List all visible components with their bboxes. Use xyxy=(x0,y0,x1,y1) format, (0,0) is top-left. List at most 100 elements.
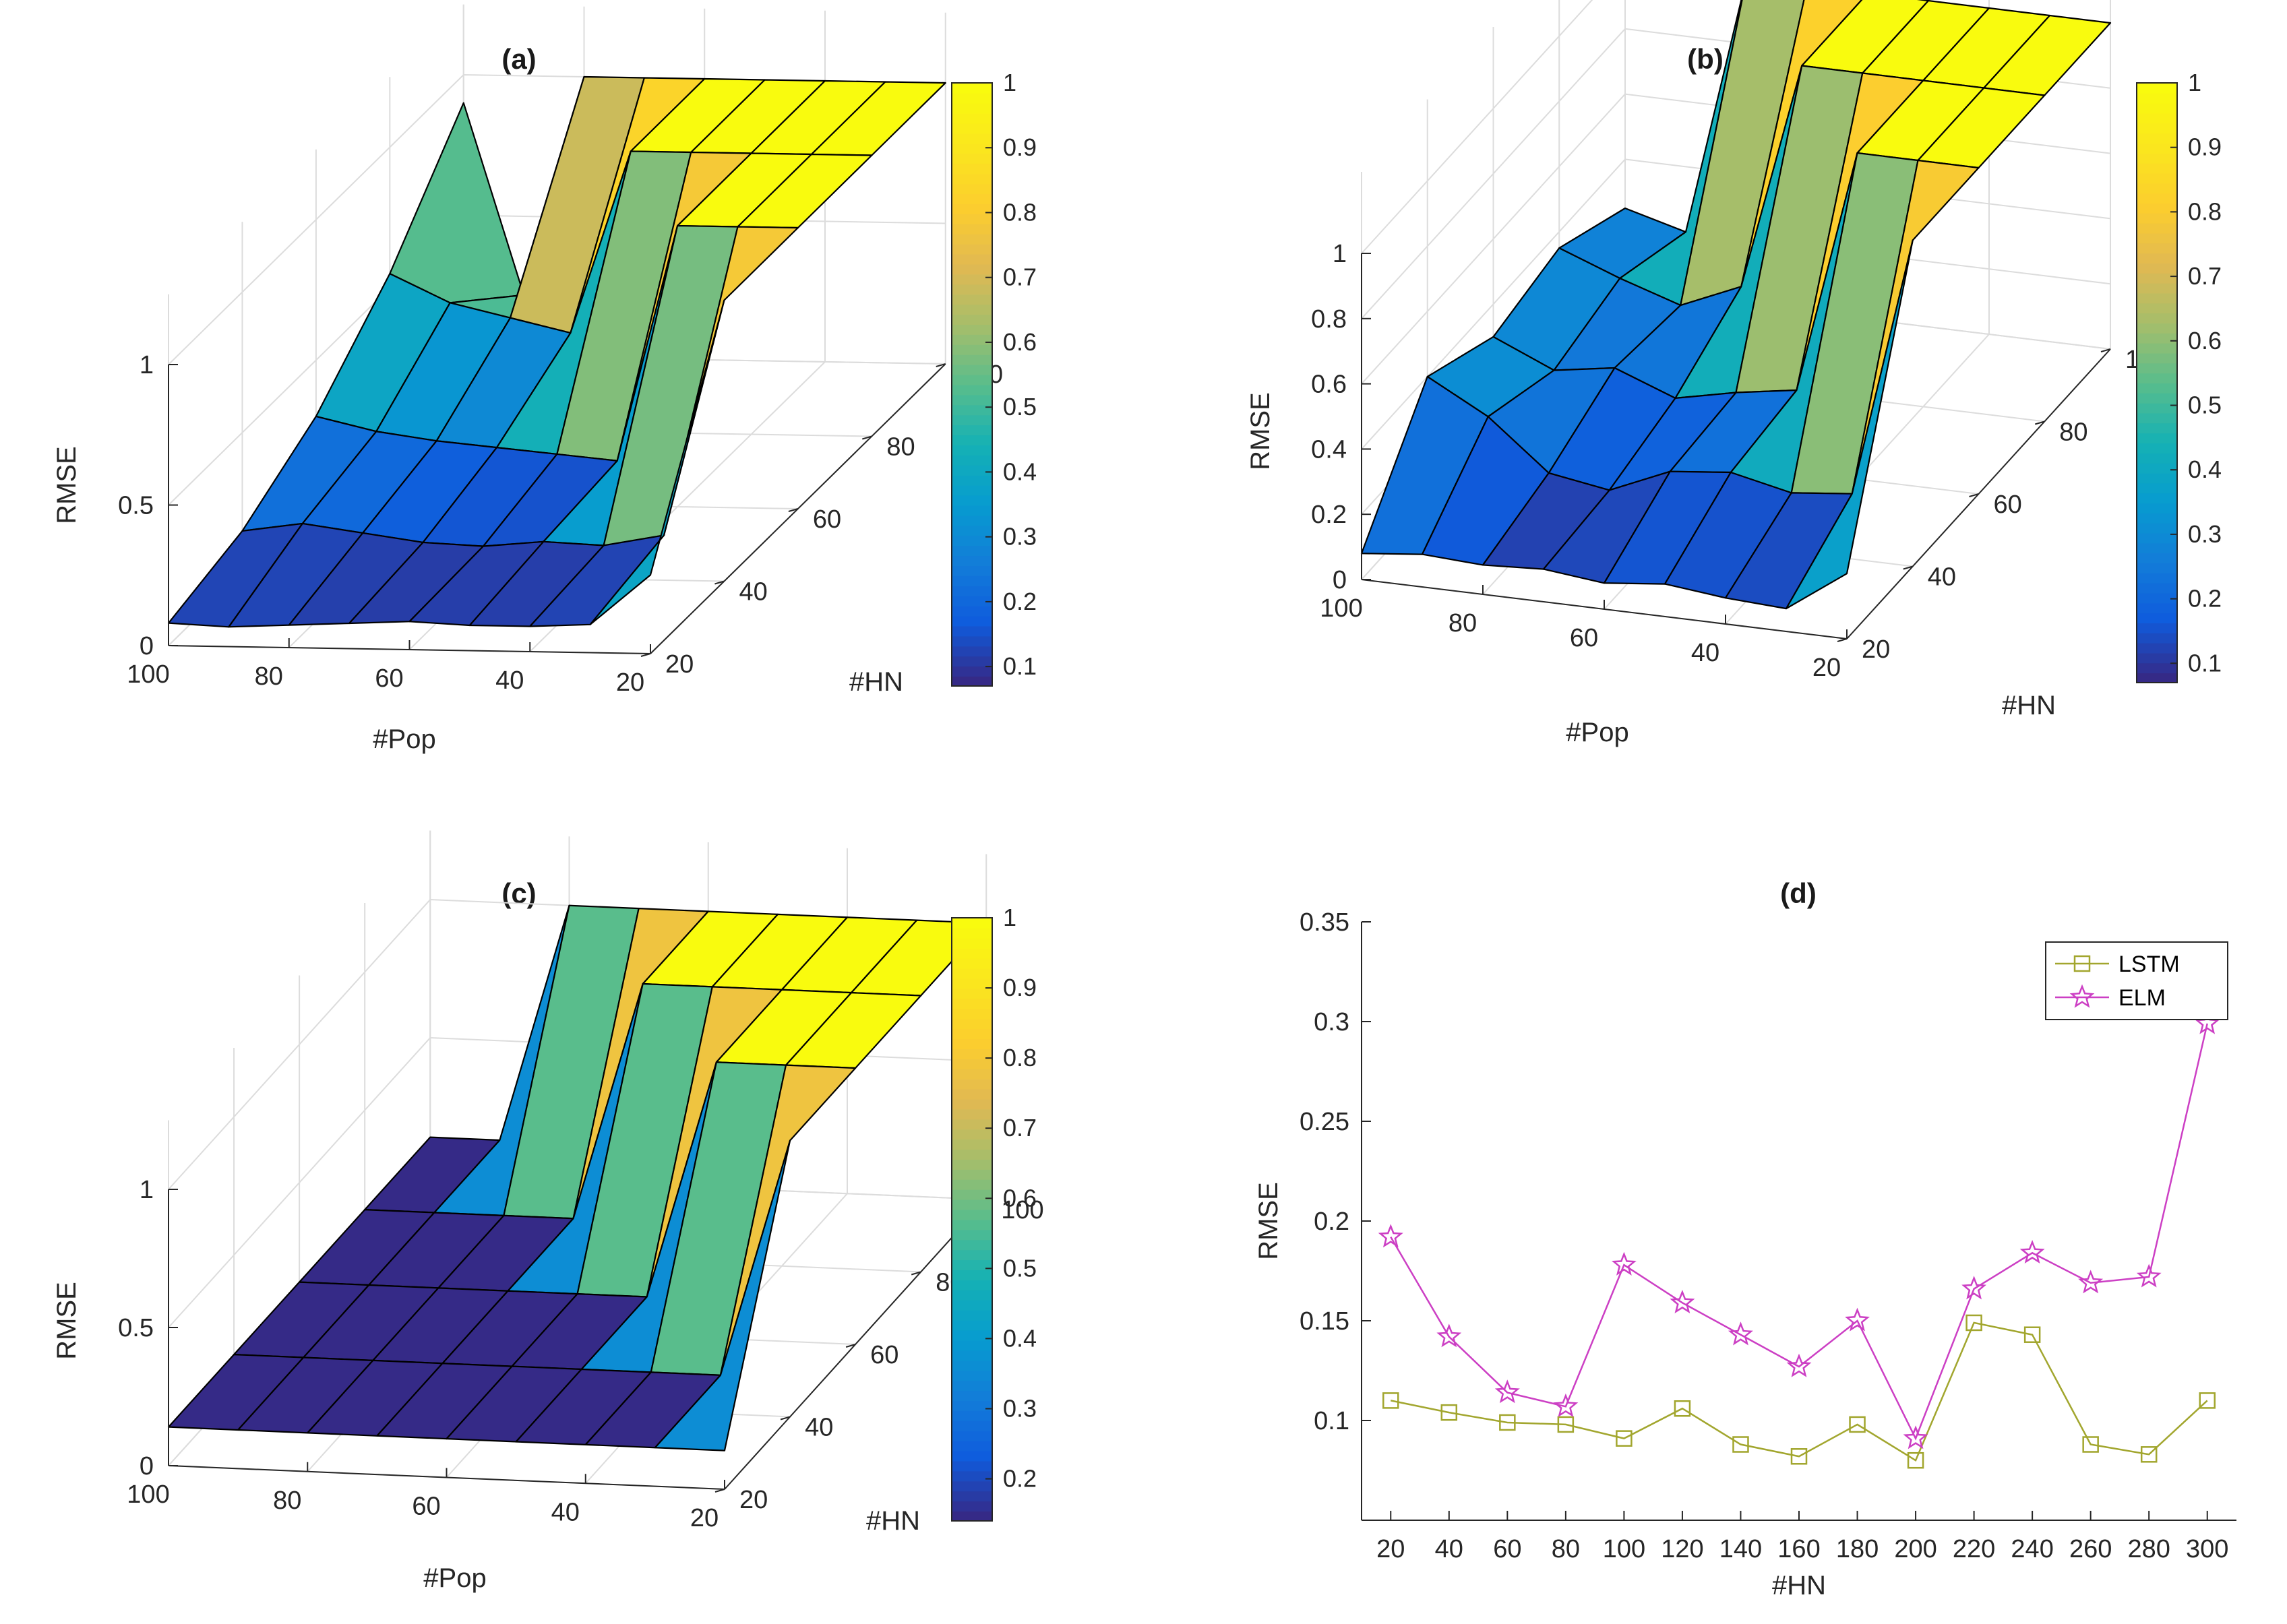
colorbar-swatch xyxy=(2137,402,2177,414)
data-point xyxy=(1790,1448,1808,1465)
colorbar-swatch xyxy=(952,947,992,959)
colorbar-swatch xyxy=(952,223,992,235)
colorbar-swatch xyxy=(952,676,992,687)
colorbar-swatch xyxy=(2137,212,2177,224)
colorbar-swatch xyxy=(952,274,992,285)
y-tick-label: 60 xyxy=(813,505,841,534)
data-point xyxy=(1845,1307,1870,1332)
data-point xyxy=(2078,1270,2104,1294)
colorbar-swatch xyxy=(952,958,992,969)
colorbar-swatch xyxy=(2137,352,2177,364)
y-tick-label: 20 xyxy=(739,1486,768,1514)
colorbar-swatch xyxy=(952,1219,992,1230)
colorbar-swatch xyxy=(952,1309,992,1321)
x-tick-label: 40 xyxy=(495,666,524,695)
colorbar-swatch xyxy=(952,656,992,667)
colorbar-frame xyxy=(2136,82,2178,683)
colorbar-swatch xyxy=(952,133,992,144)
colorbar-swatch xyxy=(2137,282,2177,294)
data-point xyxy=(1499,1414,1516,1431)
panel-c-zlabel: RMSE xyxy=(52,1282,82,1360)
colorbar-swatch xyxy=(2137,642,2177,654)
colorbar-swatch xyxy=(952,464,992,476)
colorbar-swatch xyxy=(2137,143,2177,154)
x-tick-label: 140 xyxy=(1719,1535,1762,1563)
y-tick-label: 0.35 xyxy=(1300,908,1349,937)
data-point xyxy=(1907,1451,1924,1469)
data-point xyxy=(1670,1290,1695,1314)
y-tick-mark xyxy=(862,435,872,440)
colorbar-swatch xyxy=(952,1380,992,1392)
z-tick-label: 1 xyxy=(1333,240,1347,268)
colorbar-swatch xyxy=(2137,632,2177,644)
panel-b-colorbar: 0.1 0.2 0.3 0.4 0.5 0.6 0.7 0.8 0.9 1 xyxy=(2136,69,2222,683)
y-tick-label: 100 xyxy=(1001,1196,1043,1224)
colorbar-swatch xyxy=(952,1088,992,1100)
colorbar-swatch xyxy=(952,113,992,124)
x-tick-label: 160 xyxy=(1777,1535,1820,1563)
colorbar-swatch xyxy=(952,163,992,175)
data-point xyxy=(1674,1400,1691,1417)
data-point xyxy=(1436,1323,1462,1348)
colorbar-swatch xyxy=(952,334,992,345)
data-point xyxy=(1849,1416,1866,1433)
y-tick-label: 40 xyxy=(1928,563,1956,592)
colorbar-swatch xyxy=(952,314,992,325)
colorbar-swatch xyxy=(952,1390,992,1401)
x-tick-label: 100 xyxy=(127,660,169,689)
y-tick-mark xyxy=(2100,348,2111,352)
colorbar-swatch xyxy=(952,384,992,396)
colorbar-frame xyxy=(951,917,993,1522)
colorbar-swatch xyxy=(2137,392,2177,404)
colorbar-swatch xyxy=(2137,313,2177,323)
colorbar-swatch xyxy=(2137,623,2177,633)
colorbar-tick-label: 0.2 xyxy=(2188,585,2222,613)
x-tick-label: 20 xyxy=(616,668,644,697)
colorbar-swatch xyxy=(952,1249,992,1261)
colorbar-swatch xyxy=(952,1480,992,1492)
colorbar-swatch xyxy=(2137,423,2177,434)
colorbar-swatch xyxy=(952,1168,992,1180)
data-point xyxy=(1961,1276,1987,1300)
x-tick-label: 100 xyxy=(127,1480,169,1509)
colorbar-tick-label: 0.4 xyxy=(1003,1324,1037,1352)
y-tick-label: 80 xyxy=(2059,418,2087,447)
panel-a-xlabel: #Pop xyxy=(373,724,435,754)
data-point xyxy=(1494,1379,1520,1404)
colorbar-swatch xyxy=(952,1239,992,1251)
x-tick-label: 120 xyxy=(1661,1535,1703,1563)
colorbar-swatch xyxy=(2137,582,2177,594)
colorbar-swatch xyxy=(952,1119,992,1130)
colorbar-swatch xyxy=(2137,503,2177,513)
data-point xyxy=(1382,1392,1399,1409)
colorbar-swatch xyxy=(2137,173,2177,184)
colorbar-swatch xyxy=(2137,412,2177,424)
colorbar-tick-label: 0.6 xyxy=(1003,1184,1037,1212)
colorbar-swatch xyxy=(952,988,992,999)
colorbar-swatch xyxy=(2137,433,2177,443)
z-tick-label: 0.5 xyxy=(118,1314,154,1342)
colorbar-swatch xyxy=(952,1450,992,1462)
colorbar-swatch xyxy=(952,394,992,406)
x-tick-label: 100 xyxy=(1320,594,1362,623)
colorbar-swatch xyxy=(952,233,992,245)
y-tick-mark xyxy=(1837,638,1848,642)
colorbar-swatch xyxy=(952,605,992,617)
colorbar-swatch xyxy=(2137,203,2177,214)
panel-d-series xyxy=(1378,1010,2220,1469)
colorbar-swatch xyxy=(952,1129,992,1140)
colorbar-swatch xyxy=(2137,92,2177,104)
x-tick-label: 20 xyxy=(1376,1535,1405,1563)
z-tick-label: 0.8 xyxy=(1311,305,1347,334)
colorbar-swatch xyxy=(952,243,992,255)
y-tick-label: 0.2 xyxy=(1314,1208,1349,1236)
colorbar-swatch xyxy=(2137,272,2177,284)
legend-label: ELM xyxy=(2118,985,2166,1011)
x-tick-label: 180 xyxy=(1836,1535,1879,1563)
y-tick-mark xyxy=(714,1489,725,1493)
colorbar-swatch xyxy=(952,485,992,496)
colorbar-swatch xyxy=(952,435,992,445)
colorbar-swatch xyxy=(952,1340,992,1351)
colorbar-swatch xyxy=(2137,193,2177,204)
